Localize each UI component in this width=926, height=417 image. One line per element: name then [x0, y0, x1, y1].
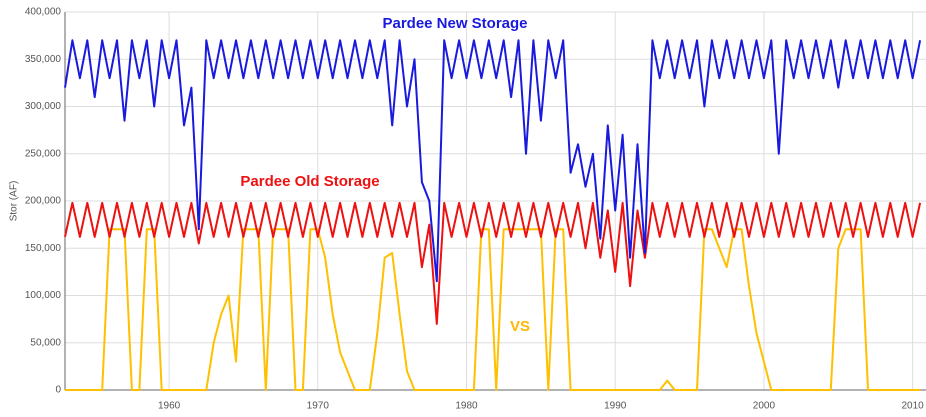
y-tick-label: 350,000 — [25, 54, 62, 65]
y-tick-label: 250,000 — [25, 148, 62, 159]
y-tick-label: 400,000 — [25, 7, 62, 18]
series-line — [64, 39, 922, 283]
annotation: VS — [510, 318, 530, 335]
x-tick-label: 1970 — [307, 401, 330, 412]
y-tick-label: 200,000 — [25, 196, 62, 207]
y-tick-label: 300,000 — [25, 101, 62, 112]
x-tick-label: 2010 — [901, 401, 924, 412]
series-line — [65, 228, 921, 391]
x-tick-label: 1980 — [455, 401, 478, 412]
y-axis-label: Stor (AF) — [9, 181, 20, 222]
y-tick-label: 0 — [55, 385, 61, 396]
y-tick-label: 100,000 — [25, 290, 62, 301]
x-tick-label: 1990 — [604, 401, 627, 412]
x-tick-label: 1960 — [158, 401, 181, 412]
annotation: Pardee New Storage — [382, 15, 527, 32]
y-tick-label: 150,000 — [25, 243, 62, 254]
y-tick-label: 50,000 — [30, 337, 61, 348]
annotation: Pardee Old Storage — [240, 173, 379, 190]
x-tick-label: 2000 — [753, 401, 776, 412]
series-line — [64, 201, 922, 325]
